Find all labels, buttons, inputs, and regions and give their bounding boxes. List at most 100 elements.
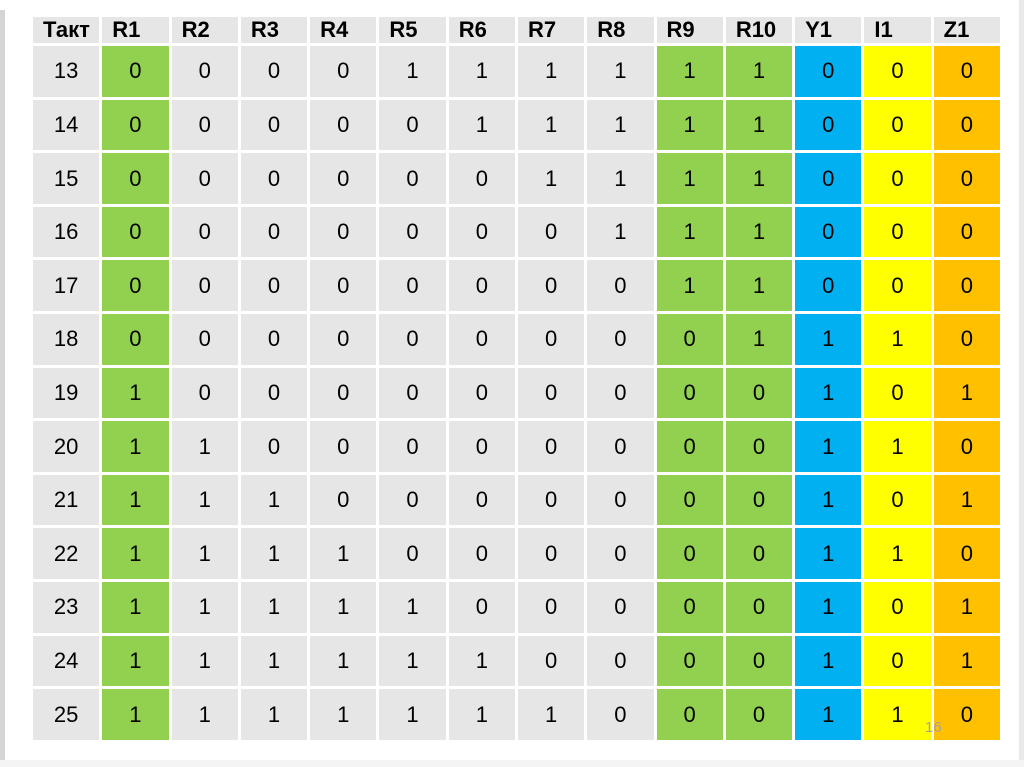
table-cell: 1 [656,206,723,258]
table-cell: 0 [587,474,654,526]
table-cell: 0 [310,46,377,97]
table-cell: 0 [587,528,654,580]
row-label: 17 [33,260,100,312]
table-cell: 0 [448,153,515,204]
table-cell: 1 [240,582,308,633]
row-label: 24 [33,635,100,687]
table-cell: 1 [102,367,169,419]
table-row: 20 1 1 0 0 0 0 0 0 0 0 1 1 0 [33,421,1000,472]
table-cell: 0 [310,99,377,151]
table-cell: 0 [864,635,931,687]
table-cell: 0 [517,367,585,419]
table-cell: 1 [795,474,862,526]
table-cell: 1 [240,474,308,526]
table-cell: 0 [171,153,238,204]
table-cell: 0 [310,153,377,204]
table-cell: 1 [379,46,446,97]
state-transition-table: Такт R1 R2 R3 R4 R5 R6 R7 R8 R9 R10 Y1 I1 Z1 13 0 0 0 0 1 1… [30,14,1003,743]
table-cell: 1 [102,635,169,687]
column-header-r9: R9 [656,17,723,43]
table-cell: 1 [795,421,862,472]
table-cell: 0 [864,46,931,97]
table-cell: 0 [240,367,308,419]
table-cell: 0 [310,367,377,419]
table-cell: 0 [517,314,585,365]
table-cell: 0 [379,260,446,312]
column-header-r6: R6 [448,17,515,43]
table-cell: 0 [725,635,793,687]
table-row: 22 1 1 1 1 0 0 0 0 0 0 1 1 0 [33,528,1000,580]
table-cell: 0 [379,474,446,526]
table-cell: 1 [171,689,238,740]
table-cell: 1 [933,474,1000,526]
column-header-i1: I1 [864,17,931,43]
table-cell: 1 [795,582,862,633]
table-cell: 0 [795,99,862,151]
table-cell: 0 [656,314,723,365]
table-cell: 0 [448,260,515,312]
table-cell: 0 [795,260,862,312]
table-cell: 0 [656,528,723,580]
table-row: 14 0 0 0 0 0 1 1 1 1 1 0 0 0 [33,99,1000,151]
row-label: 13 [33,46,100,97]
column-header-r8: R8 [587,17,654,43]
table-cell: 0 [171,314,238,365]
table-cell: 1 [379,582,446,633]
table-cell: 0 [240,206,308,258]
table-cell: 0 [310,260,377,312]
table-cell: 0 [240,314,308,365]
table-cell: 1 [517,99,585,151]
table-row: 16 0 0 0 0 0 0 0 1 1 1 0 0 0 [33,206,1000,258]
column-header-takt: Такт [33,17,100,43]
table-cell: 0 [587,314,654,365]
table-cell: 0 [448,206,515,258]
table-cell: 1 [933,635,1000,687]
table-cell: 0 [517,206,585,258]
table-cell: 1 [102,421,169,472]
table-cell: 0 [864,367,931,419]
table-cell: 0 [933,46,1000,97]
row-label: 23 [33,582,100,633]
table-cell: 1 [587,46,654,97]
table-row: 23 1 1 1 1 1 0 0 0 0 0 1 0 1 [33,582,1000,633]
page-number: 16 [925,719,942,736]
table-row: 21 1 1 1 0 0 0 0 0 0 0 1 0 1 [33,474,1000,526]
table-row: 25 1 1 1 1 1 1 1 0 0 0 1 1 0 [33,689,1000,740]
row-label: 19 [33,367,100,419]
table-cell: 0 [656,421,723,472]
table-cell: 0 [587,689,654,740]
table-row: 18 0 0 0 0 0 0 0 0 0 1 1 1 0 [33,314,1000,365]
table-cell: 0 [864,582,931,633]
table-cell: 1 [933,367,1000,419]
table-body: 13 0 0 0 0 1 1 1 1 1 1 0 0 0 14 0 0 0 0 0 1 1 1 1 1 0 0 0 15 0 0 0 0 0 0 1 1… [33,46,1000,740]
table-cell: 0 [171,46,238,97]
column-header-r7: R7 [517,17,585,43]
table-cell: 1 [310,689,377,740]
table-cell: 0 [795,153,862,204]
table-cell: 0 [587,635,654,687]
table-cell: 1 [171,582,238,633]
table-cell: 0 [587,367,654,419]
table-cell: 0 [587,421,654,472]
table-cell: 0 [656,582,723,633]
table-cell: 0 [933,153,1000,204]
table-cell: 0 [310,314,377,365]
table-cell: 0 [864,260,931,312]
table-cell: 0 [933,99,1000,151]
table-cell: 1 [656,153,723,204]
table-cell: 1 [725,206,793,258]
table-cell: 0 [517,421,585,472]
slide-bottom-margin [0,760,1024,767]
table-cell: 0 [102,206,169,258]
table-cell: 1 [656,260,723,312]
table-cell: 1 [517,153,585,204]
table-cell: 0 [933,689,1000,740]
table-cell: 1 [795,314,862,365]
table-cell: 1 [102,582,169,633]
slide-right-margin [1019,0,1024,767]
table-cell: 0 [379,421,446,472]
table-cell: 1 [587,99,654,151]
table-header: Такт R1 R2 R3 R4 R5 R6 R7 R8 R9 R10 Y1 I1 Z1 [33,17,1000,43]
table-cell: 0 [933,260,1000,312]
table-cell: 1 [171,474,238,526]
